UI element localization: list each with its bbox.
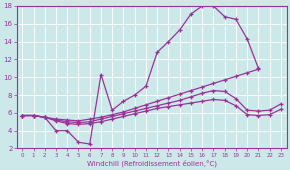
X-axis label: Windchill (Refroidissement éolien,°C): Windchill (Refroidissement éolien,°C) [87, 159, 217, 167]
